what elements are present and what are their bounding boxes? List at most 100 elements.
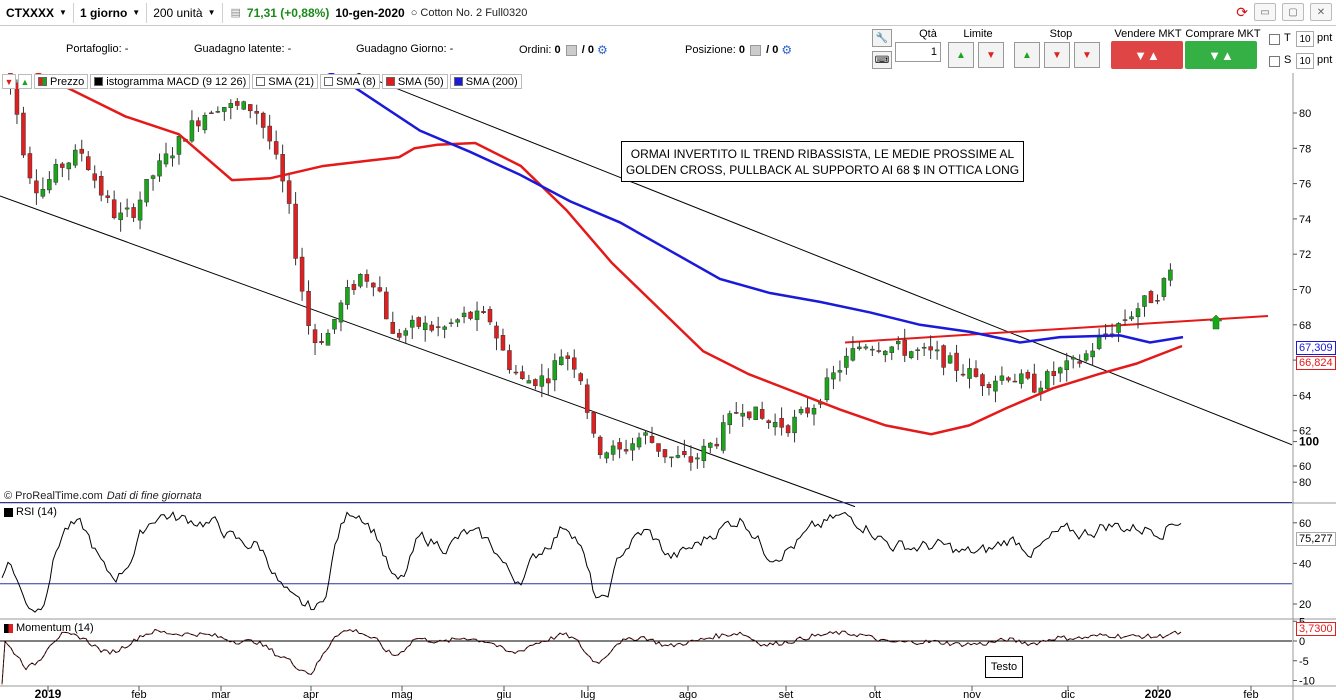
candle-up [870, 348, 875, 351]
candle-up [604, 452, 609, 459]
ordini-count: 0 [554, 43, 561, 56]
price-chart[interactable]: 80787674727068666462601008060402050-5-10… [0, 73, 1336, 700]
s-checkbox[interactable] [1269, 56, 1280, 67]
close-position-icon[interactable] [750, 44, 762, 56]
indicator-legend: ▼ ▲ Prezzo istogramma MACD (9 12 26) SMA… [2, 74, 522, 89]
legend-sma50[interactable]: SMA (50) [381, 74, 448, 89]
candle-up [222, 107, 227, 112]
candle-down [351, 284, 357, 290]
text-tool-button[interactable]: Testo [985, 656, 1023, 678]
candle-down [941, 345, 946, 368]
last-price: 71,31 (+0,88%) [246, 5, 330, 20]
buy-signal-arrow [1209, 314, 1223, 330]
candle-up [1064, 360, 1069, 370]
candle-down [254, 111, 259, 114]
candle-up [695, 457, 700, 460]
symbol-selector[interactable]: CTXXXX ▼ [0, 2, 74, 23]
rsi-title-text: RSI (14) [16, 506, 57, 518]
candle-down [267, 125, 272, 142]
momentum-pane-title[interactable]: Momentum (14) [4, 622, 94, 634]
candle-down [105, 195, 110, 198]
posizione-info: Posizione: 0 / 0 ⚙ [685, 43, 792, 57]
legend-sma8-label: SMA (8) [336, 75, 376, 88]
sell-market-button[interactable]: ▼▲ [1111, 41, 1183, 69]
price-tick-label: 74 [1299, 214, 1311, 226]
candle-up [967, 368, 972, 379]
stop-limit-button[interactable]: ▼ [1074, 42, 1100, 68]
last-date: 10-gen-2020 [335, 5, 405, 20]
candle-up [1168, 269, 1173, 281]
gear-icon[interactable]: ⚙ [781, 43, 793, 57]
chart-annotation[interactable]: ORMAI INVERTITO IL TREND RIBASSISTA, LE … [621, 141, 1024, 182]
quantity-input[interactable] [895, 42, 941, 62]
time-tick-label: mag [391, 689, 412, 700]
candle-up [228, 103, 234, 108]
candle-down [591, 412, 596, 434]
candle-up [176, 136, 182, 155]
s-label: S [1284, 54, 1292, 66]
legend-sma21[interactable]: SMA (21) [252, 74, 319, 89]
posizione-label: Posizione: [685, 43, 736, 56]
prezzo-swatch [38, 77, 47, 86]
candle-up [857, 346, 862, 349]
candle-down [21, 112, 26, 156]
buy-market-button[interactable]: ▼▲ [1185, 41, 1257, 69]
maximize-button[interactable]: ▢ [1282, 3, 1304, 21]
candle-up [526, 380, 532, 384]
candle-up [202, 115, 208, 131]
timeframe-label: 1 giorno [79, 5, 128, 20]
candle-up [921, 346, 927, 349]
stop-sell-button[interactable]: ▼ [1044, 42, 1070, 68]
candle-down [273, 141, 279, 155]
legend-sma21-label: SMA (21) [268, 75, 315, 88]
units-selector[interactable]: 200 unità ▼ [147, 2, 223, 23]
candle-down [986, 384, 992, 389]
gear-icon[interactable]: ⚙ [597, 43, 608, 57]
candle-up [358, 274, 363, 287]
limit-buy-button[interactable]: ▲ [948, 42, 974, 68]
cancel-orders-icon[interactable] [565, 44, 577, 56]
candle-up [630, 443, 635, 451]
t-points-input[interactable]: 10 [1296, 31, 1314, 47]
rsi-tick-label: 100 [1299, 435, 1319, 449]
symbol-label: CTXXXX [6, 5, 55, 20]
sma50-price-tag: 66,824 [1296, 356, 1336, 370]
legend-sma8[interactable]: SMA (8) [320, 74, 380, 89]
candle-up [66, 162, 72, 170]
candle-up [422, 322, 428, 331]
candle-down [623, 449, 629, 452]
trendlines[interactable] [0, 73, 1293, 508]
time-tick-label: apr [303, 689, 319, 700]
momentum-tick-label: -10 [1299, 676, 1315, 688]
legend-prezzo[interactable]: Prezzo [34, 74, 89, 89]
minimize-button[interactable]: ▭ [1254, 3, 1276, 21]
legend-sma200[interactable]: SMA (200) [449, 74, 522, 89]
sell-arrow-icon[interactable]: ▼ [2, 74, 16, 89]
price-tick-label: 76 [1299, 179, 1311, 191]
s-points-input[interactable]: 10 [1296, 53, 1314, 69]
t-checkbox[interactable] [1269, 34, 1280, 45]
wrench-icon[interactable]: 🔧 [872, 29, 892, 47]
candle-down [390, 321, 396, 334]
candle-up [636, 437, 642, 448]
candle-down [578, 373, 583, 382]
refresh-icon[interactable]: ⟳ [1236, 3, 1248, 20]
momentum-swatch [4, 623, 13, 633]
stop-buy-button[interactable]: ▲ [1014, 42, 1040, 68]
limit-sell-button[interactable]: ▼ [978, 42, 1004, 68]
keyboard-icon[interactable]: ⌨ [872, 51, 892, 69]
candle-down [319, 341, 324, 343]
timeframe-selector[interactable]: 1 giorno ▼ [74, 2, 148, 23]
instrument-name: ○ Cotton No. 2 Full0320 [410, 6, 528, 19]
time-tick-label: set [779, 689, 794, 700]
candle-up [844, 355, 849, 368]
instrument-name-text: Cotton No. 2 Full0320 [420, 6, 528, 19]
buy-arrow-icon[interactable]: ▲ [18, 74, 32, 89]
close-button[interactable]: ✕ [1310, 3, 1332, 21]
legend-macd-label: istogramma MACD (9 12 26) [106, 75, 247, 88]
rsi-pane-title[interactable]: RSI (14) [4, 506, 57, 518]
candle-down [766, 420, 771, 424]
chart-icon[interactable]: ▤ [230, 7, 241, 19]
legend-macd[interactable]: istogramma MACD (9 12 26) [90, 74, 251, 89]
